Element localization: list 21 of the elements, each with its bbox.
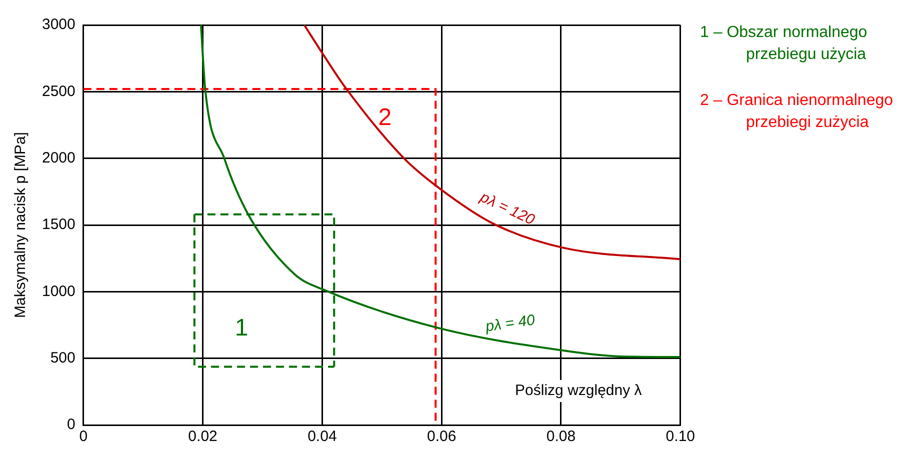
x-tick-label: 0.02 xyxy=(188,428,218,446)
y-tick-label: 0 xyxy=(67,416,76,434)
text: 1 – Obszar normalnego przebiegu użycia xyxy=(700,23,868,65)
x-axis-title: Poślizg względny λ xyxy=(515,382,642,400)
y-tick-label: 3000 xyxy=(42,16,76,34)
y-tick-label: 2000 xyxy=(42,149,76,166)
y-tick-label: 2500 xyxy=(42,82,76,100)
x-tick-label: 0.06 xyxy=(426,428,456,446)
y-tick-label: 1000 xyxy=(42,282,76,300)
annotation: 2 xyxy=(378,104,392,131)
x-tick-label: 0.04 xyxy=(308,428,337,446)
x-tick-label: 0 xyxy=(79,428,88,446)
x-tick-label: 0.10 xyxy=(666,428,696,446)
y-axis-title: Maksymalny nacisk p [MPa] xyxy=(12,132,30,318)
y-tick-label: 500 xyxy=(50,349,76,366)
text: 2 – Granica nienormalnego przebiegi zużycia xyxy=(700,91,894,133)
y-tick-label: 1500 xyxy=(42,216,76,234)
annotation: pλ = 40 xyxy=(484,312,537,336)
annotation: pλ = 120 xyxy=(476,188,538,229)
x-tick-label: 0.08 xyxy=(546,428,576,446)
annotation: 1 xyxy=(234,314,248,342)
